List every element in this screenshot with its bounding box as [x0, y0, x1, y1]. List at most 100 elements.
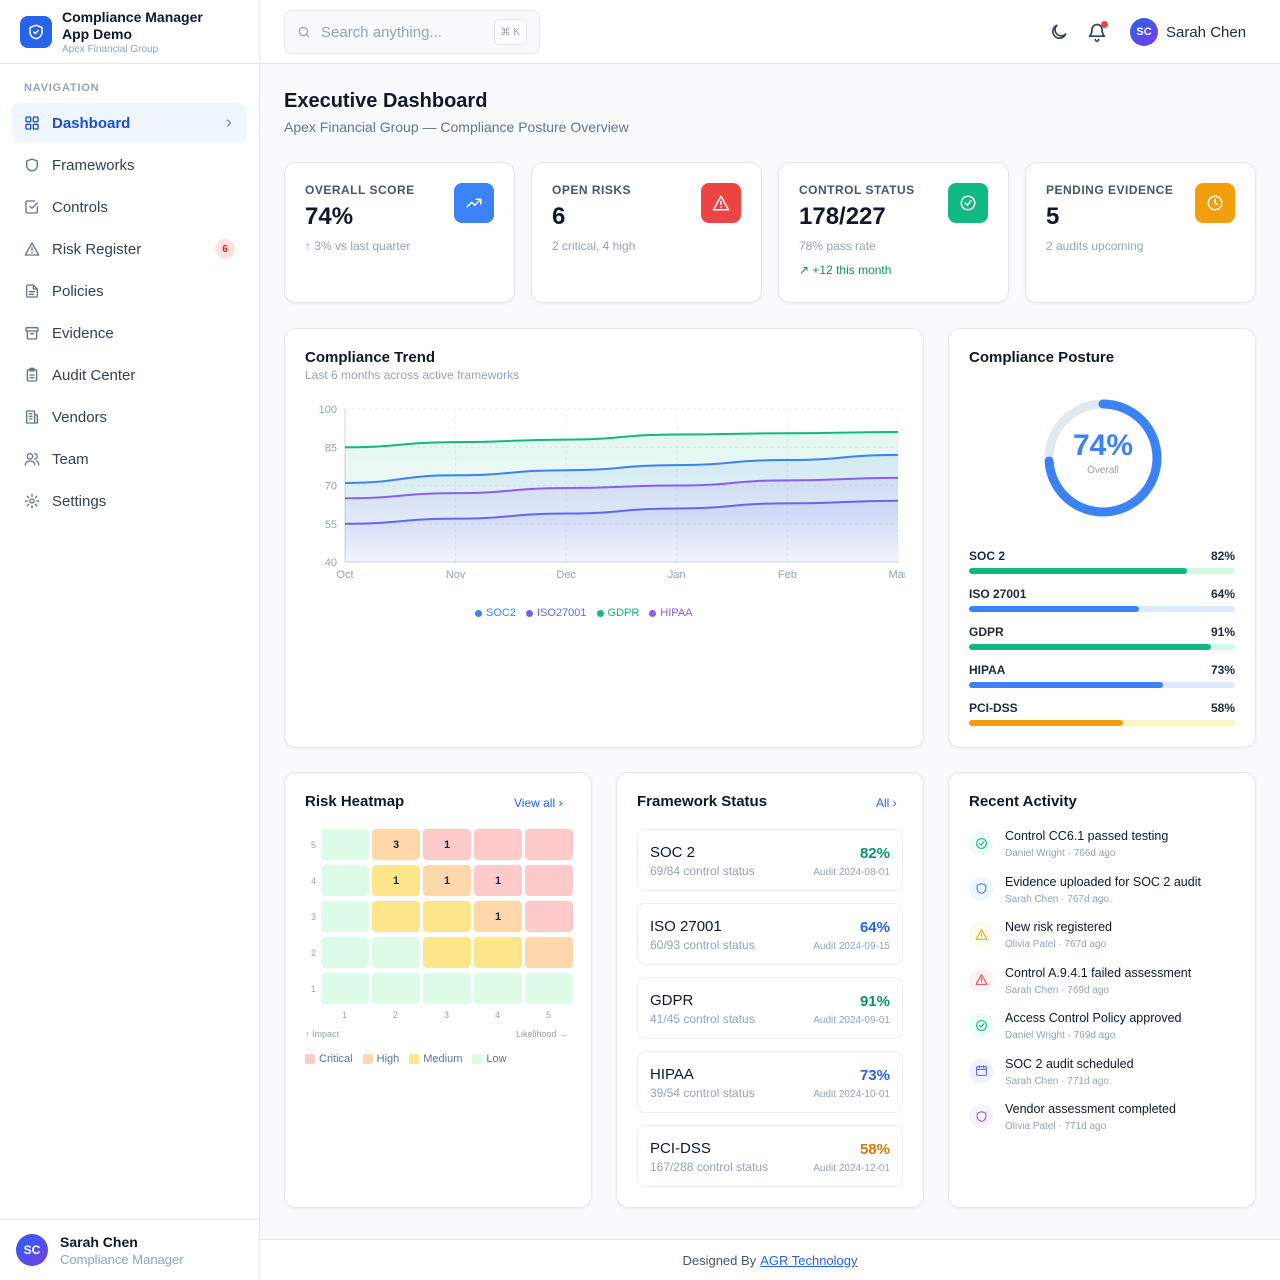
- activity-title: Recent Activity: [969, 793, 1077, 810]
- heatmap-cell-high[interactable]: [525, 937, 573, 968]
- bell-icon[interactable]: [1087, 21, 1108, 42]
- heatmap-cell-low[interactable]: [372, 973, 420, 1004]
- y-tick-label: 70: [325, 481, 337, 493]
- legend-item-soc2[interactable]: SOC2: [475, 607, 516, 619]
- legend-item-iso27001[interactable]: ISO27001: [525, 607, 587, 619]
- heatmap-cell-low[interactable]: [423, 973, 471, 1004]
- posture-title: Compliance Posture: [969, 349, 1115, 366]
- heatmap-cell-low[interactable]: [321, 865, 369, 896]
- progress-track: [969, 720, 1235, 726]
- stat-card-open-risks[interactable]: OPEN RISKS 6 2 critical, 4 high: [531, 162, 762, 303]
- progress-track: [969, 568, 1235, 574]
- framework-percent: 64%: [1210, 587, 1235, 601]
- framework-audit-date: Audit 2024-09-15: [813, 941, 890, 952]
- footer-link[interactable]: AGR Technology: [760, 1252, 858, 1268]
- series-line-hipaa: [344, 476, 899, 500]
- stat-subtext: 2 critical, 4 high: [552, 239, 636, 253]
- heatmap-cell-low[interactable]: [474, 973, 522, 1004]
- heatmap-cell-critical[interactable]: [474, 829, 522, 860]
- framework-item-gdpr[interactable]: GDPR 41/45 control status 91% Audit 2024-09…: [637, 977, 903, 1039]
- progress-track: [969, 644, 1235, 650]
- heatmap-cell-high[interactable]: 1: [423, 865, 471, 896]
- stat-card-control-status[interactable]: CONTROL STATUS 178/227 78% pass rate ↗ +12 …: [778, 162, 1009, 303]
- search-shortcut: ⌘ K: [493, 19, 527, 45]
- activity-text: Control CC6.1 passed testing: [1005, 829, 1169, 843]
- sidebar-item-controls[interactable]: Controls: [12, 187, 247, 227]
- sidebar-item-frameworks[interactable]: Frameworks: [12, 145, 247, 185]
- heatmap-cell-high[interactable]: 1: [474, 901, 522, 932]
- framework-item-pci-dss[interactable]: PCI-DSS 167/288 control status 58% Audit 20…: [637, 1125, 903, 1187]
- heatmap-cell-medium[interactable]: [372, 901, 420, 932]
- legend-swatch: [472, 1054, 483, 1064]
- framework-item-soc-2[interactable]: SOC 2 69/84 control status 82% Audit 2024-0…: [637, 829, 903, 891]
- sidebar-item-settings[interactable]: Settings: [12, 481, 247, 521]
- sidebar-item-audit-center[interactable]: Audit Center: [12, 355, 247, 395]
- user-menu[interactable]: SC Sarah Chen: [1130, 18, 1246, 46]
- clipboard-icon: [24, 367, 40, 383]
- activity-item[interactable]: Control A.9.4.1 failed assessment Sarah C…: [969, 966, 1235, 1006]
- heatmap-cell-critical[interactable]: 1: [474, 865, 522, 896]
- heatmap-cell-medium[interactable]: [423, 901, 471, 932]
- activity-item[interactable]: Evidence uploaded for SOC 2 audit Sarah C…: [969, 875, 1235, 915]
- sidebar-item-label: Controls: [52, 198, 108, 216]
- activity-item[interactable]: SOC 2 audit scheduled Sarah Chen · 771d a…: [969, 1057, 1235, 1097]
- trend-legend: SOC2 ISO27001 GDPR HIPAA: [475, 607, 703, 619]
- heatmap-cell-critical[interactable]: 1: [423, 829, 471, 860]
- sidebar-user[interactable]: SC Sarah Chen Compliance Manager: [0, 1219, 259, 1280]
- all-frameworks-link[interactable]: All ›: [876, 796, 897, 810]
- brand-org: Apex Financial Group: [62, 43, 159, 55]
- activity-item[interactable]: Access Control Policy approved Daniel Wri…: [969, 1011, 1235, 1051]
- x-tick-label: Dec: [556, 569, 576, 581]
- clock-icon: [1195, 183, 1235, 223]
- heatmap-cell-medium[interactable]: [423, 937, 471, 968]
- activity-item[interactable]: Vendor assessment completed Olivia Patel …: [969, 1102, 1235, 1142]
- sidebar-item-dashboard[interactable]: Dashboard: [12, 103, 247, 143]
- framework-item-hipaa[interactable]: HIPAA 39/54 control status 73% Audit 2024-1…: [637, 1051, 903, 1113]
- legend-item-hipaa[interactable]: HIPAA: [649, 607, 693, 619]
- warning-icon: [969, 922, 993, 946]
- sidebar-item-label: Frameworks: [52, 156, 135, 174]
- legend-item-gdpr[interactable]: GDPR: [596, 607, 639, 619]
- stat-subtext: ↑ 3% vs last quarter: [305, 239, 411, 253]
- heatmap-cell-medium[interactable]: [474, 937, 522, 968]
- heatmap-cell-high[interactable]: 3: [372, 829, 420, 860]
- heatmap-cell-low[interactable]: [321, 937, 369, 968]
- view-all-link[interactable]: View all ›: [514, 796, 562, 810]
- sidebar-item-policies[interactable]: Policies: [12, 271, 247, 311]
- heatmap-cell-low[interactable]: [321, 973, 369, 1004]
- framework-name: ISO 27001: [650, 918, 722, 935]
- search-box[interactable]: ⌘ K: [284, 10, 540, 54]
- activity-item[interactable]: New risk registered Olivia Patel · 767d a…: [969, 920, 1235, 960]
- calendar-icon: [969, 1058, 993, 1083]
- legend-item-critical: Critical: [305, 1053, 353, 1065]
- framework-audit-date: Audit 2024-09-01: [813, 1015, 890, 1026]
- stat-value: 6: [552, 203, 566, 230]
- sidebar-item-risk-register[interactable]: Risk Register 6: [12, 229, 247, 269]
- heatmap-cell-critical[interactable]: [525, 901, 573, 932]
- sidebar-item-vendors[interactable]: Vendors: [12, 397, 247, 437]
- stat-card-pending-evidence[interactable]: PENDING EVIDENCE 5 2 audits upcoming: [1025, 162, 1256, 303]
- activity-text: New risk registered: [1005, 920, 1112, 934]
- heatmap-cell-low[interactable]: [525, 973, 573, 1004]
- heatmap-cell-medium[interactable]: 1: [372, 865, 420, 896]
- page-title: Executive Dashboard: [284, 90, 488, 112]
- stat-card-overall-score[interactable]: OVERALL SCORE 74% ↑ 3% vs last quarter: [284, 162, 515, 303]
- sidebar-item-team[interactable]: Team: [12, 439, 247, 479]
- moon-icon[interactable]: [1049, 22, 1069, 42]
- activity-item[interactable]: Control CC6.1 passed testing Daniel Wrigh…: [969, 829, 1235, 869]
- x-tick-label: Jan: [668, 569, 686, 581]
- search-input[interactable]: [321, 23, 491, 41]
- heatmap-cell-low[interactable]: [321, 901, 369, 932]
- stat-value: 74%: [305, 203, 354, 230]
- heatmap-cell-critical[interactable]: [525, 829, 573, 860]
- sidebar-item-label: Dashboard: [52, 114, 131, 132]
- legend-item-medium: Medium: [409, 1053, 462, 1065]
- heatmap-x-label: 1: [342, 1010, 348, 1020]
- framework-item-iso-27001[interactable]: ISO 27001 60/93 control status 64% Audit 20…: [637, 903, 903, 965]
- heatmap-cell-low[interactable]: [321, 829, 369, 860]
- heatmap-cell-critical[interactable]: [525, 865, 573, 896]
- brand[interactable]: Compliance Manager App Demo Apex Financi…: [0, 0, 259, 64]
- donut-progress: [1044, 399, 1162, 517]
- heatmap-cell-low[interactable]: [372, 937, 420, 968]
- sidebar-item-evidence[interactable]: Evidence: [12, 313, 247, 353]
